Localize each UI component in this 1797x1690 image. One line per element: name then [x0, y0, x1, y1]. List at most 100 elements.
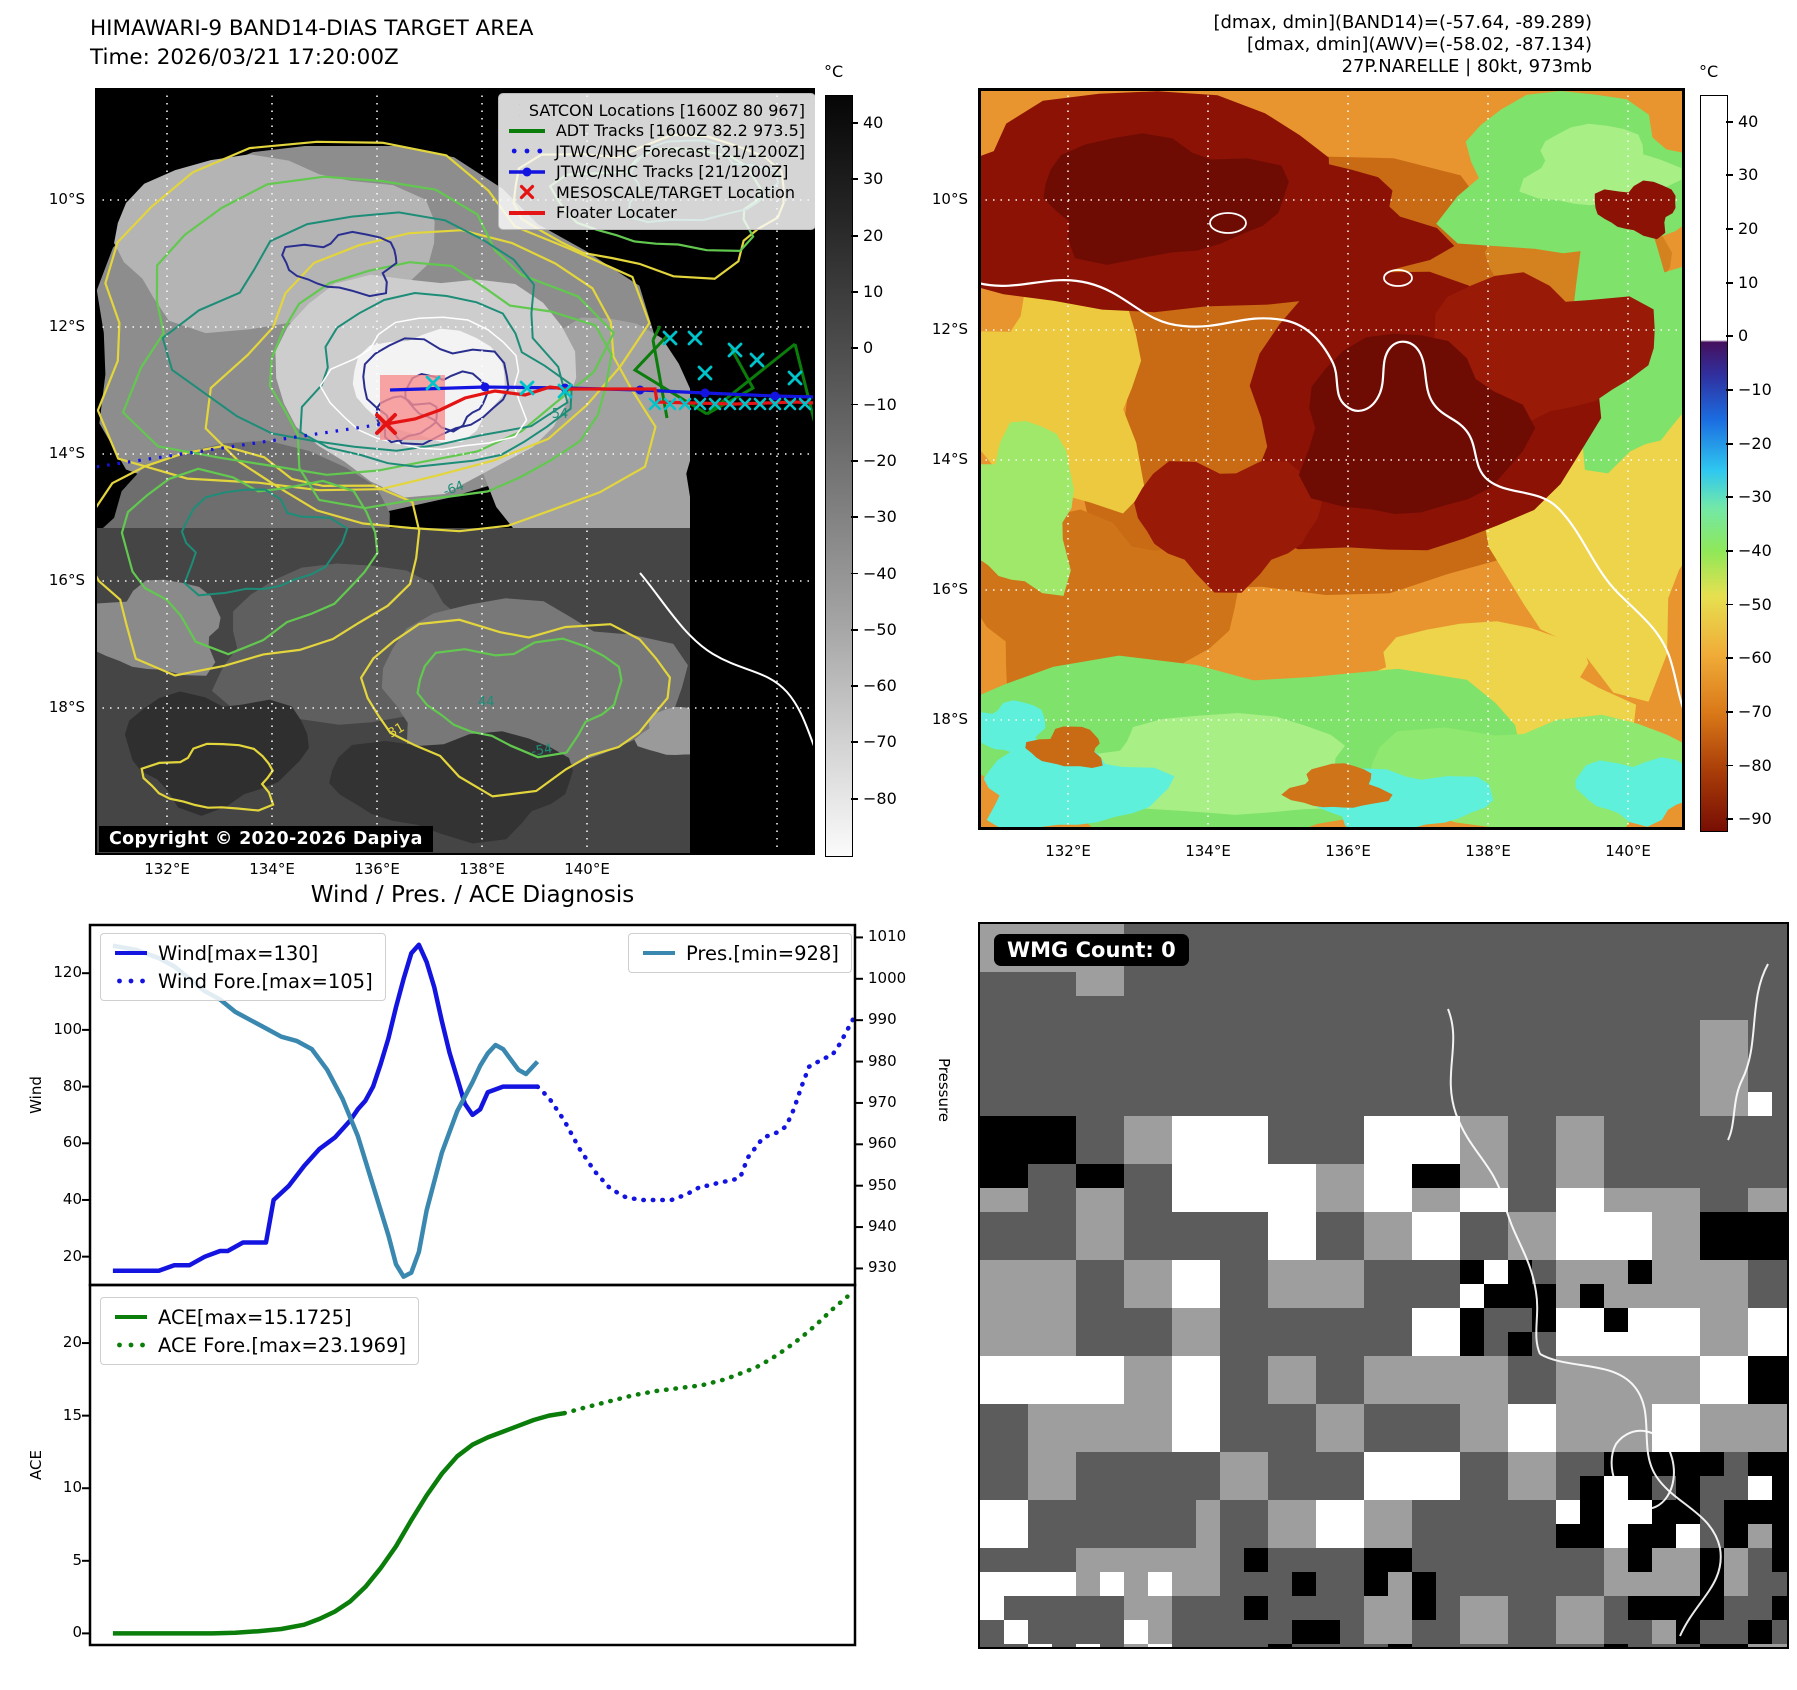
- lat-tick-label: 10°S: [931, 190, 968, 208]
- lat-tick-label: 16°S: [931, 580, 968, 598]
- axis-tick-label: 1000: [868, 968, 907, 987]
- colorbar-tick-label: 30: [863, 169, 884, 189]
- colorbar-tick-label: 30: [1738, 165, 1759, 185]
- axis-tick-label: 970: [868, 1092, 897, 1111]
- axis-tick-label: 950: [868, 1175, 897, 1194]
- colorbar-tick-label: 10: [1738, 272, 1759, 292]
- bw-panel-header: HIMAWARI-9 BAND14-DIAS TARGET AREA Time:…: [90, 14, 534, 72]
- ir-colorbar: [1700, 95, 1728, 832]
- wmg-panel: WMG Count: 0: [978, 922, 1789, 1649]
- colorbar-tick-label: 40: [1738, 111, 1759, 131]
- legend-item: JTWC/NHC Forecast [21/1200Z]: [507, 141, 805, 162]
- contour-label: -54: [547, 407, 568, 422]
- axis-tick-label: 40: [62, 1189, 82, 1208]
- legend-item: JTWC/NHC Tracks [21/1200Z]: [507, 162, 805, 183]
- colorbar-tick-label: 40: [863, 113, 884, 133]
- lat-tick-label: 10°S: [48, 190, 85, 208]
- colorbar-tick-label: −50: [863, 619, 897, 639]
- map-legend: SATCON Locations [1600Z 80 967] ADT Track…: [498, 93, 815, 230]
- bw-satellite-map: -64 -54 -54 44 31 SATCON Locations [1600Z 80…: [95, 88, 815, 855]
- legend-item: ACE[max=15.1725]: [113, 1303, 406, 1331]
- colorbar-tick-label: −10: [863, 394, 897, 414]
- colorbar-tick-mark: [1726, 550, 1733, 552]
- lon-tick-label: 136°E: [1325, 842, 1371, 860]
- legend-item: ACE Fore.[max=23.1969]: [113, 1331, 406, 1359]
- colorbar-tick-mark: [851, 516, 858, 519]
- bw-colorbar-unit: °C: [824, 62, 844, 81]
- colorbar-tick-mark: [1726, 281, 1733, 284]
- legend-label: Pres.[min=928]: [686, 941, 839, 965]
- colorbar-tick-mark: [1726, 496, 1733, 499]
- colorbar-tick-label: 0: [863, 338, 874, 358]
- legend-item: Pres.[min=928]: [641, 939, 839, 967]
- colorbar-tick-mark: [1726, 442, 1733, 445]
- colorbar-tick-mark: [1726, 120, 1733, 123]
- lat-tick-label: 18°S: [48, 698, 85, 716]
- legend-item: Wind[max=130]: [113, 939, 373, 967]
- colorbar-tick-mark: [851, 741, 858, 744]
- axis-tick-label: 0: [72, 1623, 82, 1642]
- wind-legend: Wind[max=130] Wind Fore.[max=105]: [100, 933, 386, 1001]
- legend-item: MESOSCALE/TARGET Location: [507, 182, 805, 203]
- colorbar-tick-label: −60: [1738, 648, 1772, 668]
- ir-satellite-map: [978, 88, 1685, 830]
- lon-tick-label: 132°E: [1045, 842, 1091, 860]
- legend-label: MESOSCALE/TARGET Location: [556, 182, 795, 202]
- lat-tick-label: 12°S: [48, 317, 85, 335]
- legend-label: SATCON Locations [1600Z 80 967]: [528, 100, 805, 120]
- colorbar-tick-mark: [851, 459, 858, 462]
- axis-tick-label: 100: [53, 1019, 82, 1038]
- colorbar-tick-mark: [851, 685, 858, 687]
- ir-panel-header: [dmax, dmin](BAND14)=(-57.64, -89.289) […: [952, 12, 1592, 78]
- legend-item: SATCON Locations [1600Z 80 967]: [507, 100, 805, 121]
- lat-tick-label: 18°S: [931, 710, 968, 728]
- solid-marker-icon: [509, 128, 545, 133]
- legend-item: ADT Tracks [1600Z 82.2 973.5]: [507, 121, 805, 142]
- contour-label: 44: [478, 695, 495, 710]
- colorbar-tick-mark: [851, 234, 858, 237]
- timestamp: Time: 2026/03/21 17:20:00Z: [90, 45, 399, 70]
- colorbar-tick-label: −90: [1738, 809, 1772, 829]
- solid-marker-icon: [115, 1315, 147, 1319]
- colorbar-tick-mark: [851, 178, 858, 181]
- pressure-legend: Pres.[min=928]: [628, 933, 852, 973]
- colorbar-tick-label: 20: [863, 225, 884, 245]
- pressure-axis-label: Pressure: [935, 1057, 953, 1123]
- legend-label: JTWC/NHC Tracks [21/1200Z]: [556, 162, 789, 182]
- ace-axis-label: ACE: [27, 1450, 45, 1480]
- axis-tick-label: 5: [72, 1550, 82, 1569]
- legend-label: Wind Fore.[max=105]: [158, 969, 373, 993]
- x-marker-icon: [519, 185, 535, 200]
- ace-plot: [82, 1283, 857, 1647]
- axis-tick-label: 20: [62, 1246, 82, 1265]
- lon-tick-label: 134°E: [1185, 842, 1231, 860]
- axis-tick-label: 930: [868, 1258, 897, 1277]
- legend-label: Wind[max=130]: [158, 941, 319, 965]
- colorbar-tick-label: −40: [1738, 541, 1772, 561]
- axis-tick-label: 15: [62, 1405, 82, 1424]
- bw-colorbar: [825, 95, 853, 857]
- colorbar-tick-label: −80: [863, 788, 897, 808]
- colorbar-tick-mark: [1726, 710, 1733, 713]
- colorbar-tick-label: −70: [1738, 701, 1772, 721]
- axis-tick-label: 990: [868, 1010, 897, 1029]
- colorbar-tick-mark: [851, 347, 858, 350]
- colorbar-tick-mark: [1726, 174, 1733, 177]
- colorbar-tick-mark: [851, 403, 858, 406]
- colorbar-tick-mark: [1726, 764, 1733, 767]
- dotted-marker-icon: [117, 1342, 145, 1348]
- axis-tick-label: 120: [53, 963, 82, 982]
- ir-colorbar-unit: °C: [1699, 62, 1719, 81]
- colorbar-tick-label: −20: [863, 450, 897, 470]
- colorbar-tick-label: −30: [863, 507, 897, 527]
- storm-id-label: 27P.NARELLE | 80kt, 973mb: [1341, 56, 1592, 77]
- colorbar-tick-mark: [1726, 389, 1733, 391]
- diagnosis-title: Wind / Pres. / ACE Diagnosis: [310, 882, 635, 908]
- lat-tick-label: 16°S: [48, 571, 85, 589]
- legend-label: ACE[max=15.1725]: [158, 1305, 352, 1329]
- axis-tick-label: 10: [62, 1478, 82, 1497]
- dotted-marker-icon: [511, 148, 543, 154]
- colorbar-tick-label: −20: [1738, 433, 1772, 453]
- colorbar-tick-mark: [1726, 603, 1733, 606]
